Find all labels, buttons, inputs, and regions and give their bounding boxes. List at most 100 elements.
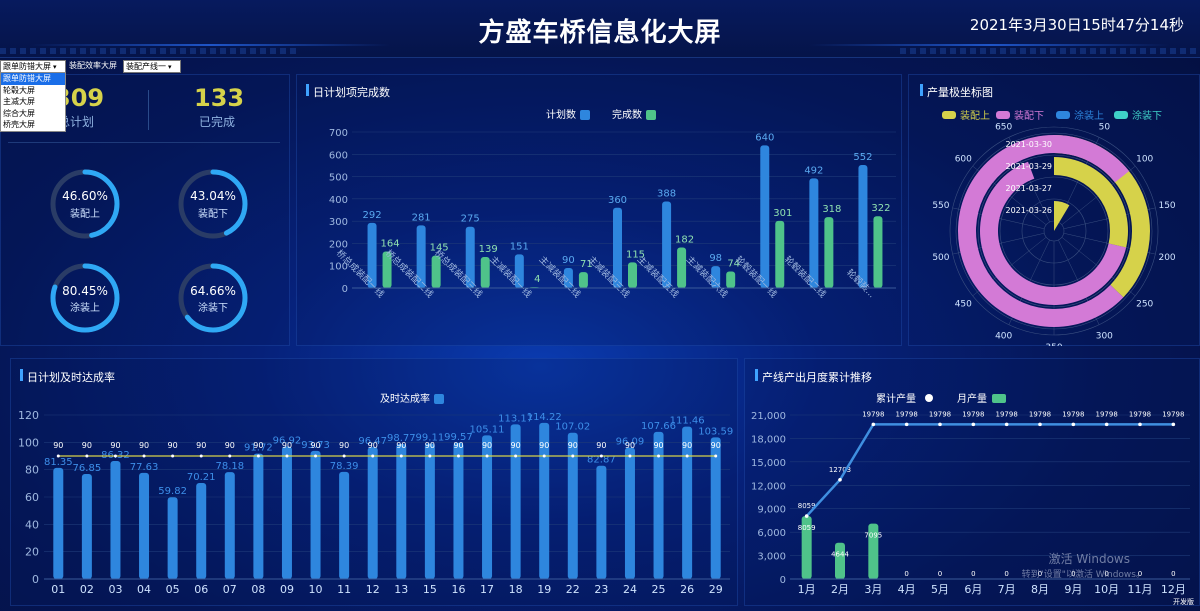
target-point <box>314 454 318 458</box>
bar-plan <box>613 207 622 288</box>
angle-tick-label: 500 <box>932 253 949 263</box>
ring-value-assembly-upper: 46.60% <box>62 189 108 203</box>
target-value-label: 90 <box>568 441 578 450</box>
polar-output-title: 产量极坐标图 <box>927 86 993 99</box>
line-value-label: 12703 <box>829 466 851 474</box>
dropdown-option-axle-housing[interactable]: 桥壳大屏 <box>3 120 35 129</box>
angle-tick-label: 150 <box>1158 201 1175 211</box>
header-decoration-left <box>30 44 390 46</box>
x-tick-label: 8月 <box>1031 583 1049 596</box>
x-tick-label: 10月 <box>1094 583 1119 596</box>
target-point <box>714 454 718 458</box>
legend-label: 装配下 <box>1014 109 1044 122</box>
bar-rate <box>139 472 150 579</box>
bar-rate <box>53 467 64 579</box>
target-point <box>85 454 89 458</box>
y-tick-label: 600 <box>329 150 348 161</box>
bar-plan <box>563 267 573 288</box>
bar-rate <box>110 461 121 579</box>
bar-value-label: 99.11 <box>416 433 445 444</box>
x-tick-label: 主减装配二线 <box>537 253 584 300</box>
bar-value-label: 301 <box>773 208 792 219</box>
efficiency-screen-select[interactable]: 装配效率大屏 <box>67 60 121 73</box>
monthly-cumulative-chart: 累计产量 月产量 0 3,000 6,000 9,000 12,000 15,000 18,00… <box>751 392 1190 596</box>
x-tick-label: 18 <box>509 583 523 596</box>
bar-value-label: 139 <box>479 244 498 255</box>
bar-value-label: 0 <box>1004 570 1008 578</box>
bar-value-label: 388 <box>657 189 676 200</box>
dropdown-option-overview[interactable]: 综合大屏 <box>3 108 35 118</box>
completed-value: 133 <box>194 84 245 112</box>
line-select[interactable]: 装配产线一 ▾ <box>123 60 181 73</box>
x-tick-label: 06 <box>194 583 208 596</box>
angle-tick-label: 200 <box>1158 253 1175 263</box>
angle-tick-label: 450 <box>955 299 972 309</box>
x-tick-label: 6月 <box>964 583 982 596</box>
dropdown-option-tracking[interactable]: 跟单防错大屏 <box>1 73 65 85</box>
legend-swatch <box>646 110 656 120</box>
efficiency-screen-select-value: 装配效率大屏 <box>69 61 117 70</box>
radial-category-label: 2021-03-30 <box>1006 140 1053 149</box>
bar-done <box>873 216 883 288</box>
angle-tick-label: 550 <box>932 201 949 211</box>
target-value-label: 90 <box>225 441 235 450</box>
y-tick-label: 100 <box>329 262 348 273</box>
daily-plan-completion-panel <box>296 74 902 346</box>
bar-value-label: 93.73 <box>301 440 330 451</box>
ring-progress <box>50 169 120 239</box>
cumulative-point <box>1138 422 1142 427</box>
screen-dropdown-menu: 跟单防错大屏 轮毂大屏 主减大屏 综合大屏 桥壳大屏 <box>0 72 66 132</box>
legend-label: 完成数 <box>612 108 642 121</box>
target-point <box>56 454 60 458</box>
y-tick-label: 12,000 <box>751 481 786 492</box>
legend-swatch <box>942 111 956 119</box>
y-tick-label: 18,000 <box>751 434 786 445</box>
bar-value-label: 0 <box>971 570 975 578</box>
bar-value-label: 0 <box>1138 570 1142 578</box>
bar-value-label: 103.59 <box>698 426 733 437</box>
target-point <box>228 454 232 458</box>
bar-rate <box>653 431 664 579</box>
y-tick-label: 3,000 <box>757 552 786 563</box>
target-point <box>628 454 632 458</box>
screen-select-value: 跟单防错大屏 <box>3 62 51 71</box>
dropdown-option-reducer[interactable]: 主减大屏 <box>3 97 35 106</box>
monthly-cumulative-panel <box>744 358 1200 606</box>
legend-label: 累计产量 <box>876 392 916 405</box>
current-datetime: 2021年3月30日15时47分14秒 <box>969 16 1184 34</box>
legend-label: 及时达成率 <box>380 392 430 405</box>
line-value-label: 19798 <box>1029 410 1051 418</box>
screen-select[interactable]: 跟单防错大屏 ▾ <box>0 60 66 73</box>
y-tick-label: 21,000 <box>751 411 786 422</box>
bar-value-label: 96.09 <box>616 437 645 448</box>
x-tick-label: 主减装配六线 <box>684 253 731 300</box>
target-value-label: 90 <box>110 441 120 450</box>
angle-tick-label: 600 <box>955 155 972 165</box>
line-value-label: 19798 <box>1129 410 1151 418</box>
x-tick-label: 01 <box>51 583 65 596</box>
title-accent <box>20 369 23 381</box>
bar-value-label: 77.63 <box>130 462 159 473</box>
angle-tick-label: 350 <box>1045 343 1062 346</box>
ring-value-assembly-lower: 43.04% <box>190 189 236 203</box>
bar-value-label: 107.66 <box>641 421 676 432</box>
y-tick-label: 0 <box>342 284 348 295</box>
x-tick-label: 26 <box>680 583 694 596</box>
bar-value-label: 151 <box>510 241 529 252</box>
target-value-label: 90 <box>396 441 406 450</box>
y-tick-label: 100 <box>18 436 39 449</box>
dropdown-option-hub[interactable]: 轮毂大屏 <box>3 85 35 95</box>
bar-value-label: 164 <box>380 238 399 249</box>
target-point <box>485 454 489 458</box>
bar-value-label: 90 <box>562 255 575 266</box>
daily-plan-completion-title: 日计划项完成数 <box>313 86 390 99</box>
bar-done <box>775 220 785 288</box>
bar-monthly <box>835 542 845 579</box>
y-tick-label: 700 <box>329 128 348 139</box>
target-value-label: 90 <box>596 441 606 450</box>
bar-value-label: 81.35 <box>44 457 73 468</box>
bar-monthly <box>801 516 812 579</box>
legend-swatch <box>996 111 1010 119</box>
y-tick-label: 15,000 <box>751 458 786 469</box>
y-tick-label: 0 <box>32 573 39 586</box>
